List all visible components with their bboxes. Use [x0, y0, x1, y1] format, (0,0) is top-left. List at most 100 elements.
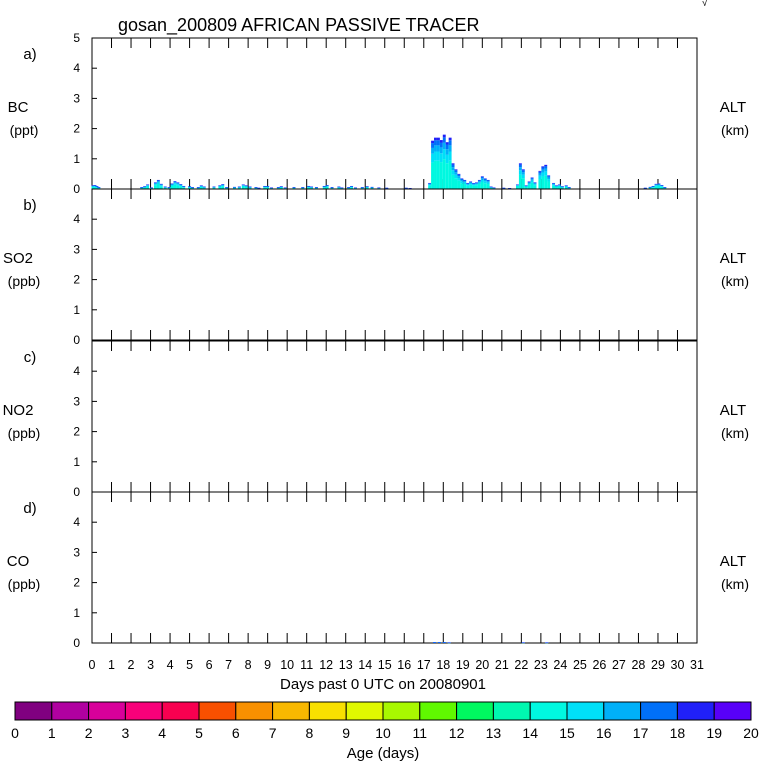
- bar-segment: [179, 184, 183, 186]
- bar-segment: [439, 153, 443, 163]
- bar-segment: [173, 184, 177, 189]
- bar-segment: [651, 186, 655, 188]
- right-axis-unit: (km): [721, 273, 749, 289]
- bar-segment: [434, 137, 437, 141]
- data-bar: [552, 182, 556, 189]
- bar-segment: [170, 184, 174, 186]
- data-bar: [442, 134, 446, 189]
- bar-segment: [515, 185, 519, 186]
- bar-segment: [472, 185, 476, 189]
- x-tick-label: 8: [245, 658, 252, 672]
- y-tick-label: 3: [73, 545, 80, 559]
- data-bar: [350, 185, 354, 189]
- colorbar-tick-label: 6: [232, 725, 240, 741]
- bar-segment: [307, 186, 311, 188]
- bar-segment: [541, 172, 545, 177]
- colorbar-swatch: [124, 701, 163, 721]
- bar-segment: [173, 183, 177, 185]
- bar-segment: [199, 185, 203, 187]
- bar-segment: [301, 187, 305, 188]
- x-tick-label: 19: [456, 658, 470, 672]
- x-tick-label: 27: [612, 658, 626, 672]
- bar-segment: [660, 186, 664, 187]
- bar-segment: [654, 183, 658, 185]
- bar-segment: [648, 187, 652, 189]
- panel-4: 0 1 2 3 4 d) CO (ppb) ALT (km): [7, 491, 749, 650]
- bar-segment: [651, 185, 655, 187]
- bar-segment: [489, 187, 493, 188]
- bar-segment: [518, 174, 522, 189]
- bar-segment: [530, 182, 534, 189]
- data-bar: [515, 184, 519, 189]
- bar-segment: [547, 176, 551, 178]
- y-tick-label: 3: [73, 91, 80, 105]
- bar-segment: [370, 187, 374, 189]
- bar-segment: [521, 170, 525, 173]
- x-tick-label: 28: [631, 658, 645, 672]
- data-bar: [170, 183, 174, 189]
- bar-segment: [530, 178, 534, 180]
- data-bar: [457, 173, 461, 189]
- y-tick-label: 1: [73, 303, 80, 317]
- data-bar: [544, 164, 548, 189]
- bar-segment: [557, 184, 561, 185]
- bar-segment: [434, 145, 437, 152]
- bar-segment: [544, 175, 548, 189]
- bar-segment: [557, 185, 561, 187]
- bar-segment: [657, 183, 661, 185]
- species-unit: (ppb): [8, 576, 41, 592]
- bar-segment: [454, 178, 458, 189]
- bar-segment: [156, 182, 160, 185]
- bar-segment: [560, 187, 564, 188]
- data-bar: [182, 185, 186, 189]
- colorbar-swatch: [566, 701, 605, 721]
- data-bar: [431, 140, 435, 189]
- bar-segment: [156, 180, 160, 182]
- bar-segment: [524, 185, 528, 187]
- x-tick-label: 26: [592, 658, 606, 672]
- bar-segment: [156, 184, 160, 189]
- bar-segment: [173, 181, 177, 183]
- bar-segment: [179, 185, 183, 187]
- bar-segment: [486, 181, 490, 183]
- bar-segment: [560, 186, 564, 188]
- y-tick-label: 5: [73, 31, 80, 45]
- panel-3: 0 1 2 3 4 c) NO2 (ppb) ALT (km): [3, 340, 749, 499]
- bar-segment: [460, 181, 464, 184]
- bar-segment: [544, 166, 548, 169]
- bar-segment: [515, 184, 519, 185]
- bar-segment: [365, 187, 369, 188]
- bar-segment: [202, 186, 206, 188]
- bar-segment: [163, 187, 167, 189]
- bar-segment: [254, 187, 258, 188]
- bar-segment: [434, 151, 437, 161]
- colorbar-tick-label: 14: [522, 725, 538, 741]
- bar-segment: [97, 187, 101, 188]
- species-unit: (ppb): [8, 425, 41, 441]
- y-tick-label: 1: [73, 606, 80, 620]
- bar-segment: [244, 186, 248, 188]
- colorbar-tick-label: 20: [743, 725, 759, 741]
- panel-frame: [91, 491, 698, 644]
- bar-segment: [146, 185, 150, 186]
- bar-segment: [538, 179, 542, 189]
- bar-segment: [153, 185, 157, 189]
- bar-segment: [163, 186, 167, 188]
- bar-segment: [241, 184, 245, 185]
- data-bar: [179, 184, 183, 189]
- bar-segment: [95, 186, 99, 187]
- bar-segment: [544, 171, 548, 176]
- bar-segment: [266, 186, 270, 188]
- panel-letter: d): [23, 500, 36, 517]
- data-bar: [521, 169, 525, 189]
- bar-segment: [472, 182, 476, 184]
- colorbar: 0 1 2 3 4 5 6 7 8 9 10 11 12 13 14 15 16 17 18 19 20: [11, 701, 759, 741]
- bar-segment: [475, 184, 478, 186]
- data-bar: [463, 179, 467, 189]
- y-tick-label: 2: [73, 273, 80, 287]
- right-axis-label: ALT: [720, 402, 746, 419]
- data-bar: [545, 642, 549, 644]
- bar-segment: [218, 186, 222, 188]
- bar-segment: [527, 184, 531, 189]
- bar-segment: [483, 178, 487, 179]
